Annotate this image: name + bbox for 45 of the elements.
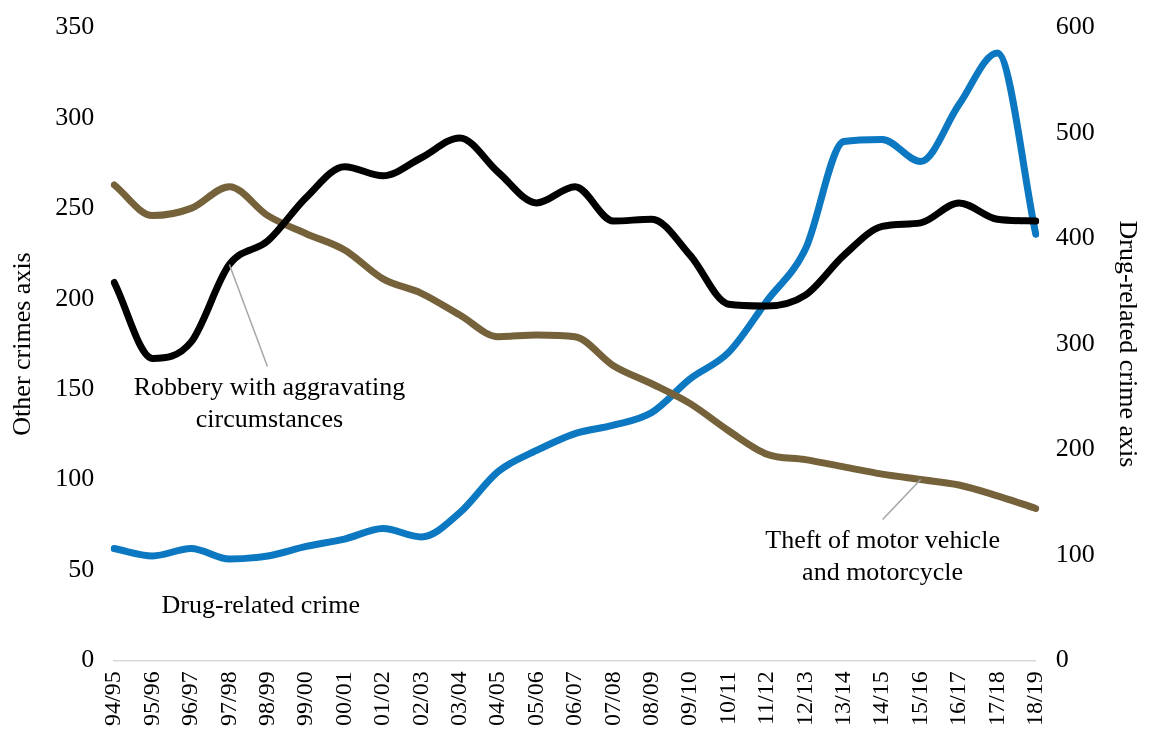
y2-tick-label: 500	[1055, 116, 1095, 146]
y-tick-label: 50	[68, 553, 95, 583]
y-tick-label: 300	[55, 101, 95, 131]
x-tick-label: 06/07	[560, 671, 587, 726]
x-tick-label: 11/12	[752, 671, 779, 726]
x-tick-label: 01/02	[368, 671, 395, 726]
y2-tick-label: 200	[1055, 433, 1095, 463]
y-tick-label: 350	[55, 11, 95, 41]
y2-tick-label: 400	[1055, 222, 1095, 252]
x-tick-label: 00/01	[329, 671, 356, 726]
x-tick-label: 95/96	[137, 671, 164, 726]
x-tick-label: 99/00	[291, 671, 318, 726]
x-tick-label: 09/10	[675, 671, 702, 726]
x-tick-label: 05/06	[521, 671, 548, 726]
x-tick-label: 02/03	[406, 671, 433, 726]
y-tick-label: 250	[55, 192, 95, 222]
x-tick-label: 96/97	[176, 671, 203, 726]
x-tick-label: 17/18	[982, 671, 1009, 726]
y-tick-label: 150	[55, 372, 95, 402]
x-tick-label: 18/19	[1021, 671, 1048, 726]
y-tick-label: 200	[55, 282, 95, 312]
x-tick-label: 97/98	[214, 671, 241, 726]
y2-tick-label: 0	[1055, 644, 1069, 674]
x-tick-label: 04/05	[483, 671, 510, 726]
x-tick-label: 14/15	[867, 671, 894, 726]
y-tick-label: 0	[81, 644, 95, 674]
x-tick-label: 98/99	[253, 671, 280, 726]
x-tick-label: 13/14	[829, 671, 856, 726]
x-tick-label: 03/04	[445, 671, 472, 726]
x-tick-label: 12/13	[790, 671, 817, 726]
y2-tick-label: 100	[1055, 538, 1095, 568]
y2-axis-title: Drug-related crime axis	[1113, 220, 1143, 468]
x-tick-label: 94/95	[99, 671, 126, 726]
y-tick-label: 100	[55, 463, 95, 493]
x-tick-label: 07/08	[598, 671, 625, 726]
x-tick-label: 10/11	[713, 671, 740, 726]
y-axis-title: Other crimes axis	[7, 252, 37, 436]
x-tick-label: 15/16	[905, 671, 932, 726]
x-tick-label: 16/17	[944, 671, 971, 726]
series-label: Robbery with aggravating circumstances	[133, 372, 406, 434]
series-label: Drug-related crime	[161, 589, 361, 619]
series-label: Theft of motor vehicle and motorcycle	[765, 525, 1000, 587]
y2-tick-label: 300	[1055, 327, 1095, 357]
y2-tick-label: 600	[1055, 11, 1095, 41]
x-tick-label: 08/09	[637, 671, 664, 726]
